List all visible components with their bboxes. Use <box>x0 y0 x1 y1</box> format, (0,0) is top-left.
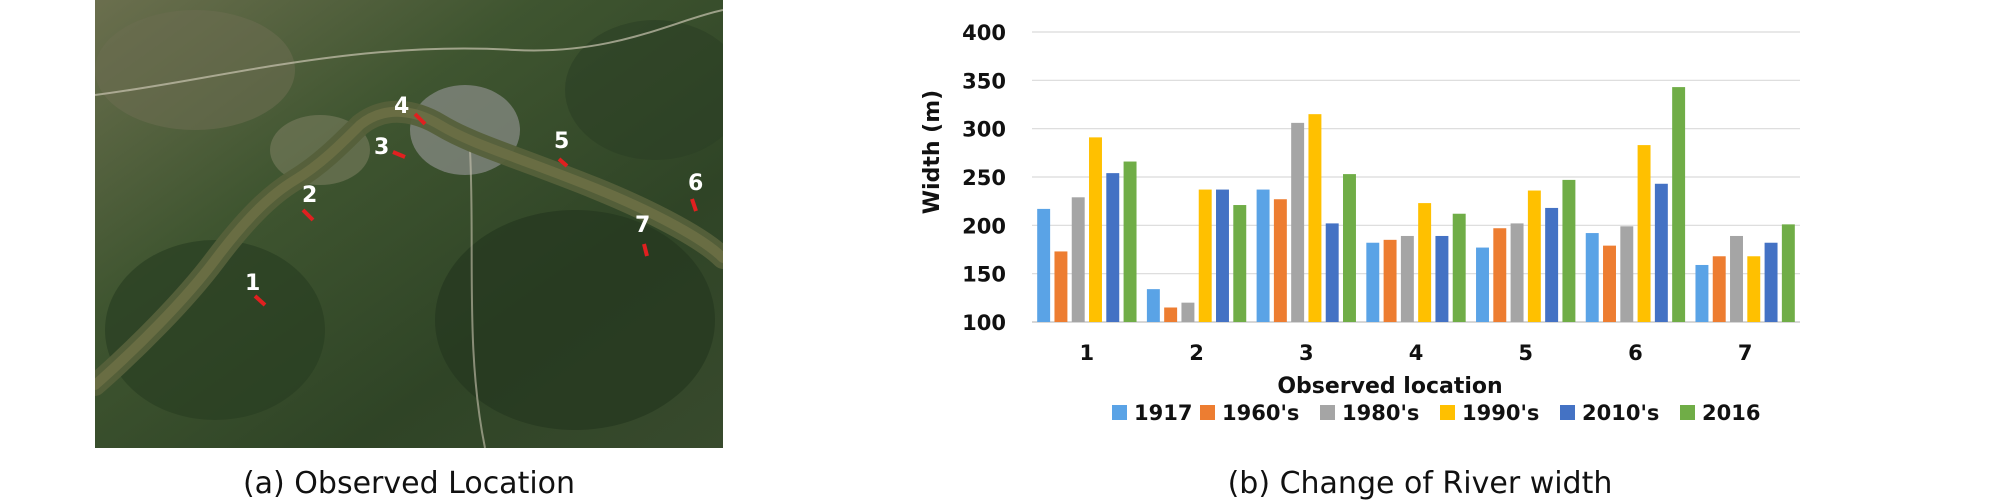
bar-2010's-location-2 <box>1216 189 1229 322</box>
bar-1960's-location-3 <box>1273 199 1287 322</box>
bar-2016-location-5 <box>1562 179 1576 322</box>
legend-swatch <box>1112 405 1127 420</box>
bar-1960's-location-6 <box>1603 245 1616 322</box>
bar-2010's-location-5 <box>1545 207 1559 322</box>
location-marker-3: 3 <box>374 135 406 160</box>
legend-swatch <box>1320 405 1335 420</box>
y-tick-label: 250 <box>962 166 1006 190</box>
bar-2016-location-6 <box>1672 87 1686 322</box>
y-tick-label: 400 <box>962 21 1006 45</box>
bar-2016-location-4 <box>1452 213 1466 322</box>
location-marker-4: 4 <box>394 94 427 126</box>
chart-legend: 1917 1960's 1980's 1990's 2010's 2016 <box>1112 401 1760 425</box>
legend-label: 1980's <box>1342 401 1419 425</box>
bar-1990's-location-6 <box>1637 145 1651 322</box>
y-tick-label: 150 <box>962 263 1006 287</box>
legend-label: 2010's <box>1582 401 1659 425</box>
legend-swatch <box>1560 405 1575 420</box>
caption-river-width: (b) Change of River width <box>1227 466 1613 501</box>
svg-text:5: 5 <box>554 129 569 154</box>
bar-2016-location-3 <box>1343 174 1356 322</box>
bar-1990's-location-1 <box>1089 137 1102 322</box>
bar-2010's-location-4 <box>1435 235 1449 322</box>
svg-text:6: 6 <box>688 171 703 196</box>
legend-swatch <box>1680 405 1695 420</box>
caption-observed-location: (a) Observed Location <box>242 466 576 501</box>
x-tick-label: 1 <box>1080 341 1095 365</box>
y-axis-label: Width (m) <box>920 90 945 214</box>
legend-label: 1990's <box>1462 401 1539 425</box>
bar-1960's-location-7 <box>1712 256 1726 322</box>
x-axis-ticks: 1 2 3 4 5 6 7 <box>1080 341 1753 365</box>
bar-1917-location-5 <box>1476 247 1489 322</box>
svg-text:1: 1 <box>245 271 260 296</box>
legend-label: 1960's <box>1222 401 1299 425</box>
y-tick-label: 100 <box>962 311 1006 335</box>
svg-text:4: 4 <box>394 94 409 119</box>
legend-swatch <box>1440 405 1455 420</box>
bar-1917-location-1 <box>1037 208 1051 322</box>
y-tick-label: 300 <box>962 118 1006 142</box>
location-marker-2: 2 <box>301 183 317 222</box>
location-marker-5: 5 <box>554 129 569 168</box>
bar-1960's-location-1 <box>1054 251 1068 322</box>
x-tick-label: 6 <box>1628 341 1643 365</box>
bar-1990's-location-3 <box>1308 114 1322 323</box>
y-axis-ticks: 100 150 200 250 300 350 400 <box>962 21 1006 335</box>
bar-1980's-location-3 <box>1291 122 1305 322</box>
bar-1980's-location-5 <box>1510 223 1524 322</box>
bar-1917-location-7 <box>1695 264 1709 322</box>
legend-swatch <box>1200 405 1215 420</box>
chart-gridlines <box>1032 31 1800 323</box>
bar-2016-location-7 <box>1781 224 1795 322</box>
bar-1990's-location-4 <box>1418 203 1432 322</box>
x-axis-label: Observed location <box>1277 374 1502 399</box>
x-tick-label: 2 <box>1189 341 1204 365</box>
bar-2016-location-1 <box>1123 161 1137 322</box>
bar-1917-location-4 <box>1366 242 1380 322</box>
bar-1960's-location-4 <box>1383 239 1397 322</box>
location-marker-1: 1 <box>245 271 267 307</box>
legend-label: 1917 <box>1134 401 1192 425</box>
bar-1980's-location-1 <box>1071 197 1085 322</box>
bar-1980's-location-6 <box>1620 226 1634 322</box>
bar-1990's-location-7 <box>1747 256 1761 322</box>
bar-1990's-location-5 <box>1527 190 1541 322</box>
x-tick-label: 5 <box>1518 341 1533 365</box>
x-tick-label: 4 <box>1409 341 1424 365</box>
bar-1917-location-2 <box>1146 289 1160 322</box>
bar-2016-location-2 <box>1233 205 1247 322</box>
location-marker-7: 7 <box>635 213 650 257</box>
bar-2010's-location-6 <box>1654 183 1668 322</box>
bar-1917-location-6 <box>1585 233 1599 322</box>
svg-text:7: 7 <box>635 213 650 238</box>
svg-text:3: 3 <box>374 135 389 160</box>
bar-1990's-location-2 <box>1198 189 1212 322</box>
bar-2010's-location-1 <box>1106 173 1120 322</box>
bar-1960's-location-5 <box>1493 228 1507 322</box>
legend-label: 2016 <box>1702 401 1760 425</box>
bar-1980's-location-4 <box>1400 235 1414 322</box>
satellite-map: 1 2 3 4 5 6 7 <box>95 0 723 448</box>
chart-bars <box>1037 87 1795 323</box>
bar-1980's-location-7 <box>1730 235 1743 322</box>
bar-1960's-location-2 <box>1164 307 1178 322</box>
y-tick-label: 350 <box>962 69 1006 93</box>
satellite-map-image: 1 2 3 4 5 6 7 <box>95 0 723 448</box>
y-tick-label: 200 <box>962 214 1006 238</box>
svg-text:2: 2 <box>302 183 317 208</box>
bar-1980's-location-2 <box>1181 302 1195 322</box>
x-tick-label: 7 <box>1738 341 1753 365</box>
bar-2010's-location-7 <box>1764 242 1778 322</box>
location-marker-6: 6 <box>688 171 703 212</box>
bar-1917-location-3 <box>1256 189 1270 322</box>
x-tick-label: 3 <box>1299 341 1314 365</box>
bar-2010's-location-3 <box>1325 223 1339 322</box>
